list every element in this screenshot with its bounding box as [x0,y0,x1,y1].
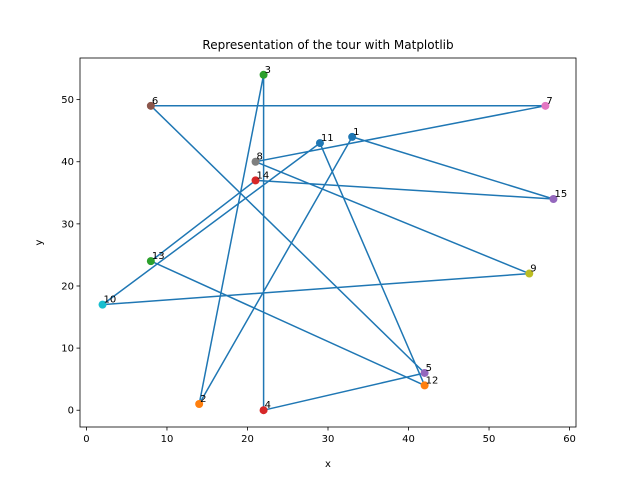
city-label-5: 5 [426,363,432,374]
city-label-3: 3 [265,65,271,76]
city-label-13: 13 [152,251,165,262]
y-tick-label: 0 [68,406,74,417]
city-label-14: 14 [257,170,270,181]
y-axis-label: y [34,239,45,245]
axis-ticks: 0 10 20 30 40 50 60 0 10 20 30 40 50 [61,95,576,445]
x-tick-label: 60 [563,434,576,445]
city-label-4: 4 [265,400,271,411]
y-tick-label: 50 [61,95,74,106]
x-tick-label: 50 [483,434,496,445]
city-point-4 [259,406,268,415]
city-label-12: 12 [426,375,439,386]
city-point-3 [259,70,268,79]
city-point-2 [195,400,204,409]
x-tick-label: 40 [402,434,415,445]
x-tick-label: 30 [322,434,335,445]
city-point-14 [251,176,260,185]
y-tick-label: 30 [61,219,74,230]
y-tick-label: 20 [61,281,74,292]
city-point-13 [146,257,155,266]
city-label-15: 15 [554,189,567,200]
city-point-12 [420,381,429,390]
city-label-2: 2 [200,394,206,405]
city-point-1 [348,132,357,141]
city-label-6: 6 [152,96,158,107]
x-tick-label: 20 [241,434,254,445]
city-label-1: 1 [353,127,359,138]
x-tick-label: 10 [161,434,174,445]
city-point-9 [525,269,534,278]
chart-title: Representation of the tour with Matplotl… [202,38,453,52]
city-label-10: 10 [104,295,117,306]
city-label-7: 7 [546,96,552,107]
y-tick-label: 10 [61,344,74,355]
city-label-11: 11 [321,133,334,144]
x-tick-label: 0 [83,434,89,445]
y-tick-label: 40 [61,157,74,168]
x-axis-label: x [325,459,331,470]
city-point-10 [98,300,107,309]
tour-line [101,74,555,411]
city-point-11 [315,139,324,148]
city-point-6 [146,101,155,110]
city-label-9: 9 [530,264,536,275]
city-point-7 [541,101,550,110]
city-point-8 [251,157,260,166]
city-label-8: 8 [257,152,263,163]
city-point-15 [549,195,558,204]
city-point-5 [420,368,429,377]
